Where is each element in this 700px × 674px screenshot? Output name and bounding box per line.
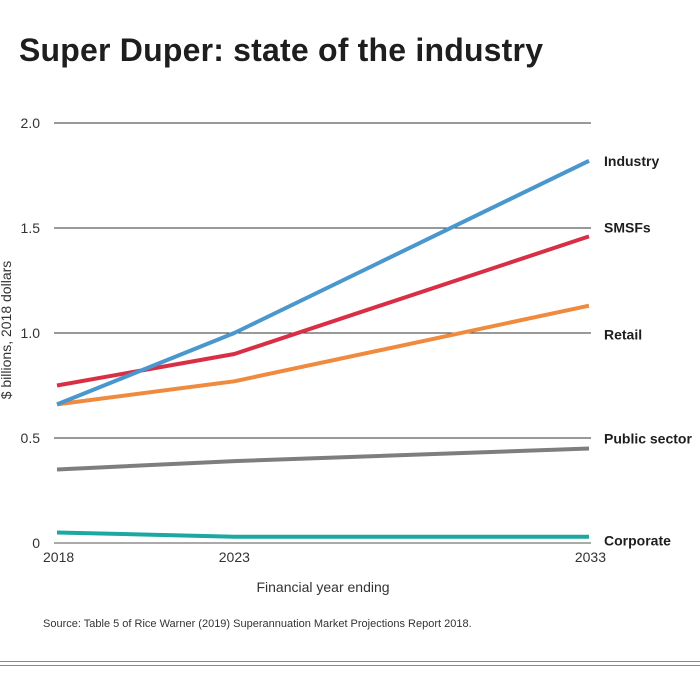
y-tick-label: 0: [32, 535, 40, 551]
series-line-public-sector: [56, 446, 590, 472]
x-axis-ticks: 2018 2023 2033: [43, 549, 606, 565]
series-label-smsfs: SMSFs: [604, 219, 651, 235]
y-tick-label: 2.0: [21, 115, 41, 131]
series-label-retail: Retail: [604, 327, 642, 343]
footer-rule-bottom: [0, 665, 700, 666]
series-line-corporate: [56, 530, 589, 539]
x-axis-label: Financial year ending: [256, 579, 389, 595]
series-labels: Public sector Corporate Retail SMSFs Industr…: [604, 153, 692, 549]
y-tick-label: 1.5: [21, 220, 41, 236]
y-axis-ticks: 0 0.5 1.0 1.5 2.0: [21, 115, 41, 551]
x-tick-label: 2023: [219, 549, 250, 565]
x-tick-label: 2018: [43, 549, 74, 565]
series-line-retail: [56, 303, 590, 407]
gridlines: [54, 122, 591, 544]
series-line-industry: [56, 159, 590, 407]
series-label-corporate: Corporate: [604, 533, 671, 549]
series-label-industry: Industry: [604, 153, 659, 169]
y-tick-label: 0.5: [21, 430, 41, 446]
line-chart: 0 0.5 1.0 1.5 2.0 2018 2023 2033 Public sector…: [0, 115, 692, 595]
series-lines: [56, 159, 590, 539]
y-tick-label: 1.0: [21, 325, 41, 341]
y-axis-label: $ billions, 2018 dollars: [0, 261, 14, 400]
series-label-public-sector: Public sector: [604, 431, 692, 447]
footer-rule-top: [0, 661, 700, 662]
series-line-smsfs: [56, 234, 590, 388]
chart-title: Super Duper: state of the industry: [19, 32, 544, 68]
source-note: Source: Table 5 of Rice Warner (2019) Su…: [43, 618, 472, 630]
x-tick-label: 2033: [575, 549, 606, 565]
